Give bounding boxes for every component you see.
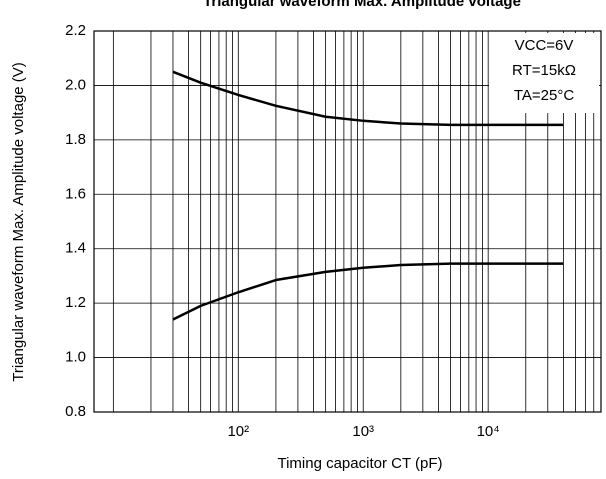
y-tick-label: 2.0: [65, 76, 86, 93]
line: [172, 262, 564, 321]
y-tick-label: 0.8: [65, 403, 86, 420]
annotation: VCC=6V: [515, 37, 574, 54]
chart-title: Triangular waveform Max. Amplitude volta…: [203, 0, 521, 10]
y-tick-label: 1.8: [65, 131, 86, 148]
y-axis-label: Triangular waveform Max. Amplitude volta…: [10, 62, 27, 382]
x-tick-label: 10²: [227, 423, 249, 440]
y-tick-label: 1.4: [65, 240, 86, 257]
annotation-box: [489, 33, 599, 113]
y-tick-label: 1.6: [65, 185, 86, 202]
x-tick-label: 10⁴: [477, 423, 500, 440]
annotation: RT=15kΩ: [512, 62, 576, 79]
x-axis-label: Timing capacitor CT (pF): [277, 455, 442, 472]
x-tick-label: 10³: [352, 423, 374, 440]
y-tick-label: 2.2: [65, 22, 86, 39]
annotation: TA=25°C: [514, 87, 574, 104]
line: [172, 70, 564, 127]
y-tick-label: 1.2: [65, 294, 86, 311]
plot-frame: [93, 30, 602, 413]
y-tick-label: 1.0: [65, 349, 86, 366]
